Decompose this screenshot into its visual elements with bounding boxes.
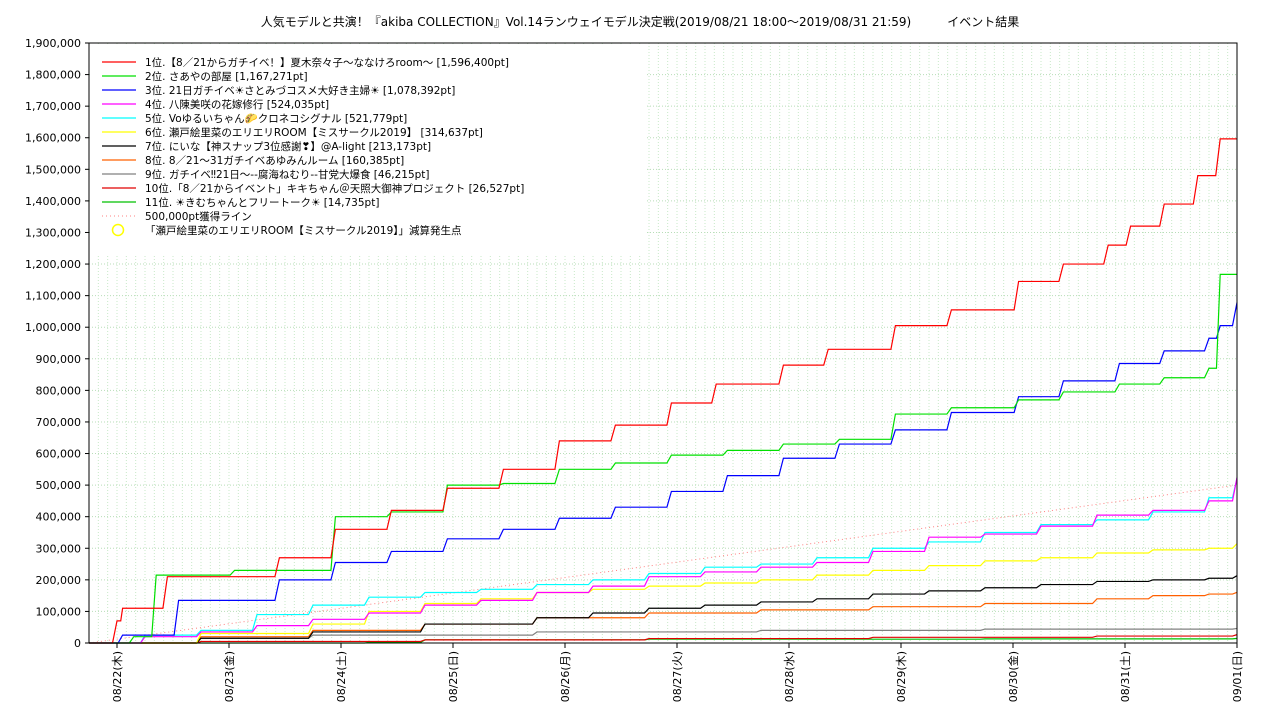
y-tick-label: 900,000 <box>36 353 82 366</box>
y-tick-label: 1,100,000 <box>25 290 81 303</box>
legend-label: 9位. ガチイベ‼21日〜--腐海ねむり--甘党大爆食 [46,215pt] <box>145 168 430 181</box>
legend-label: 1位.【8／21からガチイベ！】夏木奈々子〜ななけろroom〜 [1,596,4… <box>145 56 509 69</box>
legend-label: 500,000pt獲得ライン <box>145 210 252 223</box>
x-tick-label: 08/25(日) <box>447 651 460 702</box>
y-tick-label: 1,300,000 <box>25 226 81 239</box>
y-tick-label: 500,000 <box>36 479 82 492</box>
x-tick-label: 09/01(日) <box>1231 651 1244 702</box>
y-tick-label: 1,600,000 <box>25 132 81 145</box>
y-tick-label: 100,000 <box>36 605 82 618</box>
y-tick-label: 1,900,000 <box>25 37 81 50</box>
series-line <box>89 591 1238 644</box>
y-tick-label: 1,700,000 <box>25 100 81 113</box>
reference-line <box>88 484 1238 644</box>
series-line <box>89 634 1238 644</box>
x-tick-label: 08/28(水) <box>783 651 796 702</box>
legend: 1位.【8／21からガチイベ！】夏木奈々子〜ななけろroom〜 [1,596,4… <box>90 44 645 256</box>
legend-label: 8位. 8／21〜31ガチイベあゆみんルーム [160,385pt] <box>145 154 404 167</box>
chart-title: 人気モデルと共演！『akiba COLLECTION』Vol.14ランウェイモデ… <box>260 15 1020 29</box>
series-line <box>89 627 1238 644</box>
legend-background <box>90 44 645 256</box>
series-line <box>89 302 1238 644</box>
y-tick-label: 1,000,000 <box>25 321 81 334</box>
legend-marker <box>111 223 125 237</box>
legend-label: 11位. ☀きむちゃんとフリートーク☀ [14,735pt] <box>145 196 379 209</box>
series-line <box>89 138 1237 644</box>
y-tick-label: 600,000 <box>36 448 82 461</box>
x-tick-label: 08/31(土) <box>1119 651 1132 702</box>
y-tick-label: 0 <box>74 637 81 650</box>
series-layer <box>88 138 1238 644</box>
series-line <box>89 273 1237 644</box>
plot-frame <box>88 42 1238 644</box>
legend-label: 5位. Voゆるいちゃん🌮クロネコシグナル [521,779pt] <box>145 112 407 125</box>
x-tick-label: 08/22(木) <box>111 651 124 702</box>
legend-label: 「瀬戸絵里菜のエリエリROOM【ミスサークル2019】」減算発生点 <box>145 224 462 237</box>
y-tick-label: 300,000 <box>36 542 82 555</box>
y-tick-label: 200,000 <box>36 574 82 587</box>
x-tick-label: 08/26(月) <box>559 651 572 702</box>
y-tick-label: 800,000 <box>36 384 82 397</box>
legend-label: 10位.「8／21からイベント」キキちゃん＠天照大御神プロジェクト [26,52… <box>145 182 524 195</box>
series-line <box>89 543 1238 644</box>
legend-label: 2位. さあやの部屋 [1,167,271pt] <box>145 70 308 83</box>
y-tick-label: 400,000 <box>36 511 82 524</box>
x-tick-label: 08/27(火) <box>671 651 684 702</box>
series-line <box>89 477 1238 644</box>
series-line <box>89 575 1238 644</box>
legend-label: 3位. 21日ガチイベ☀さとみづコスメ大好き主婦☀ [1,078,392pt] <box>145 84 455 97</box>
y-tick-label: 1,800,000 <box>25 69 81 82</box>
legend-label: 4位. 八陳美咲の花嫁修行 [524,035pt] <box>145 98 329 111</box>
y-tick-label: 700,000 <box>36 416 82 429</box>
x-tick-label: 08/29(木) <box>895 651 908 702</box>
axes-layer: 0 100,000 200,000 300,000 400,000 500,000 600,… <box>25 37 1244 702</box>
x-tick-label: 08/24(土) <box>335 651 348 702</box>
y-tick-label: 1,400,000 <box>25 195 81 208</box>
legend-label: 6位. 瀬戸絵里菜のエリエリROOM【ミスサークル2019】 [314,637p… <box>145 126 483 139</box>
y-tick-label: 1,200,000 <box>25 258 81 271</box>
legend-label: 7位. にいな【神スナップ3位感謝❣】@A-light [213,173pt] <box>145 140 431 153</box>
series-line <box>89 478 1238 644</box>
y-tick-label: 1,500,000 <box>25 163 81 176</box>
x-tick-label: 08/23(金) <box>222 651 236 702</box>
x-tick-label: 08/30(金) <box>1006 651 1020 702</box>
